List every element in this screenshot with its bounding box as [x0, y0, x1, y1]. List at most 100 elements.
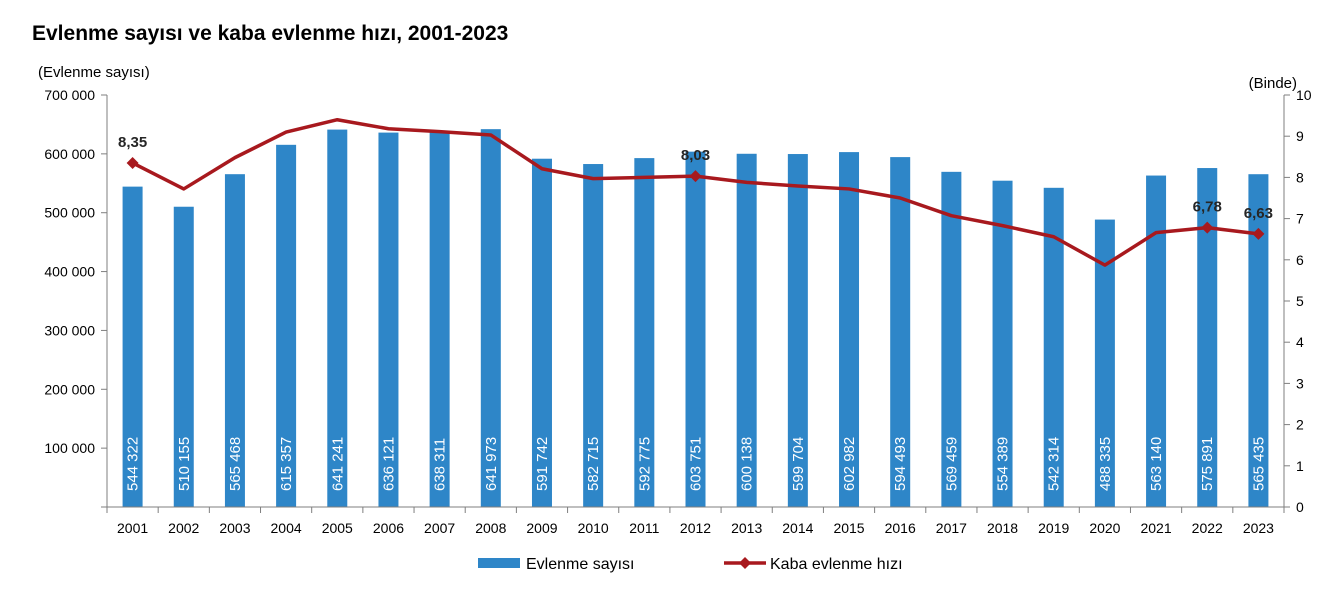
line-series: 8,35 8,03 6,78 6,63	[118, 117, 1273, 267]
right-tick-label: 10	[1296, 87, 1312, 103]
right-axis-title: (Binde)	[1249, 75, 1297, 92]
bar	[839, 152, 860, 507]
bar-series: 544 322 510 155 565 468 615 357 641 241 636 1…	[122, 129, 1269, 508]
right-tick-label: 3	[1296, 375, 1304, 391]
bar	[276, 144, 297, 507]
legend: Evlenme sayısı Kaba evlenme hızı	[478, 556, 903, 573]
x-tick-label: 2003	[219, 520, 250, 536]
left-tick-label: 100 000	[44, 440, 95, 456]
x-tick-label: 2012	[680, 520, 711, 536]
bar-value-label: 582 715	[585, 437, 602, 491]
x-tick-label: 2019	[1038, 520, 1069, 536]
x-tick-label: 2008	[475, 520, 506, 536]
bar-value-label: 488 335	[1097, 437, 1114, 491]
bar-value-label: 594 493	[892, 437, 909, 491]
bar	[1094, 219, 1115, 508]
line-point-marker	[1201, 221, 1214, 234]
bar	[122, 186, 143, 507]
left-tick-label: 500 000	[44, 205, 95, 221]
right-tick-label: 2	[1296, 417, 1304, 433]
bar	[327, 129, 348, 507]
bar-value-label: 544 322	[125, 437, 142, 491]
legend-line-label: Kaba evlenme hızı	[770, 556, 903, 573]
x-tick-label: 2017	[936, 520, 967, 536]
line-point-label: 6,78	[1193, 199, 1222, 216]
x-tick-label: 2023	[1243, 520, 1274, 536]
bar-value-label: 542 314	[1046, 437, 1063, 491]
right-tick-label: 9	[1296, 128, 1304, 144]
x-tick-label: 2020	[1089, 520, 1120, 536]
bar-value-label: 641 973	[483, 437, 500, 491]
line-point-marker	[126, 156, 139, 169]
x-tick-label: 2016	[885, 520, 916, 536]
bar	[224, 174, 245, 507]
bar-value-label: 602 982	[841, 437, 858, 491]
bar-value-label: 638 311	[432, 438, 449, 491]
line-point-marker	[689, 170, 702, 183]
right-tick-label: 1	[1296, 458, 1304, 474]
right-tick-label: 4	[1296, 334, 1304, 350]
x-tick-label: 2022	[1192, 520, 1223, 536]
x-tick-label: 2015	[833, 520, 864, 536]
bar-value-label: 554 389	[995, 437, 1012, 491]
bar	[1146, 175, 1167, 507]
left-tick-label: 700 000	[44, 87, 95, 103]
left-axis-title: (Evlenme sayısı)	[38, 64, 150, 81]
x-tick-label: 2018	[987, 520, 1018, 536]
legend-line-marker	[739, 557, 751, 569]
bar	[531, 158, 552, 507]
left-tick-label: 400 000	[44, 264, 95, 280]
legend-bar-swatch	[478, 558, 520, 568]
axes: 100 000 200 000 300 000 400 000 500 000 600 0…	[38, 64, 1312, 536]
x-tick-label: 2006	[373, 520, 404, 536]
line-point-label: 8,03	[681, 147, 710, 164]
bar-value-label: 641 241	[329, 437, 346, 491]
legend-bar-label: Evlenme sayısı	[526, 556, 634, 573]
right-tick-label: 7	[1296, 211, 1304, 227]
bar	[992, 180, 1013, 508]
bar-value-label: 563 140	[1148, 437, 1165, 491]
x-tick-label: 2001	[117, 520, 148, 536]
x-tick-label: 2014	[782, 520, 813, 536]
bar	[1197, 168, 1218, 508]
bar	[787, 154, 808, 507]
bar	[890, 157, 911, 508]
x-tick-label: 2004	[271, 520, 302, 536]
x-tick-label: 2021	[1140, 520, 1171, 536]
right-tick-label: 6	[1296, 252, 1304, 268]
bar-value-label: 575 891	[1199, 437, 1216, 491]
right-tick-label: 5	[1296, 293, 1304, 309]
line-point-marker	[1252, 227, 1265, 240]
x-tick-label: 2007	[424, 520, 455, 536]
bar	[634, 158, 655, 508]
bar	[429, 131, 450, 507]
left-tick-label: 300 000	[44, 322, 95, 338]
right-tick-label: 0	[1296, 499, 1304, 515]
bar-value-label: 603 751	[688, 437, 705, 491]
bar	[685, 151, 706, 507]
bar-value-label: 591 742	[534, 437, 551, 491]
bar	[378, 132, 399, 507]
bar	[736, 153, 757, 507]
left-tick-label: 200 000	[44, 381, 95, 397]
bar	[1043, 187, 1064, 507]
bar-value-label: 510 155	[176, 437, 193, 491]
bar	[583, 164, 604, 508]
x-tick-label: 2010	[578, 520, 609, 536]
bar	[173, 206, 194, 507]
bar	[1248, 174, 1269, 507]
bar-value-label: 636 121	[380, 437, 397, 491]
x-tick-label: 2011	[629, 520, 659, 536]
bar-value-label: 565 435	[1250, 437, 1267, 491]
chart-title: Evlenme sayısı ve kaba evlenme hızı, 200…	[32, 22, 509, 45]
bar-value-label: 600 138	[739, 437, 756, 491]
bar-value-label: 569 459	[943, 437, 960, 491]
bar-value-label: 615 357	[278, 437, 295, 491]
bar	[480, 129, 501, 508]
right-tick-label: 8	[1296, 169, 1304, 185]
bar-value-label: 599 704	[790, 437, 807, 491]
bar-value-label: 592 775	[636, 437, 653, 491]
x-tick-label: 2005	[322, 520, 353, 536]
line-point-label: 6,63	[1244, 205, 1273, 222]
